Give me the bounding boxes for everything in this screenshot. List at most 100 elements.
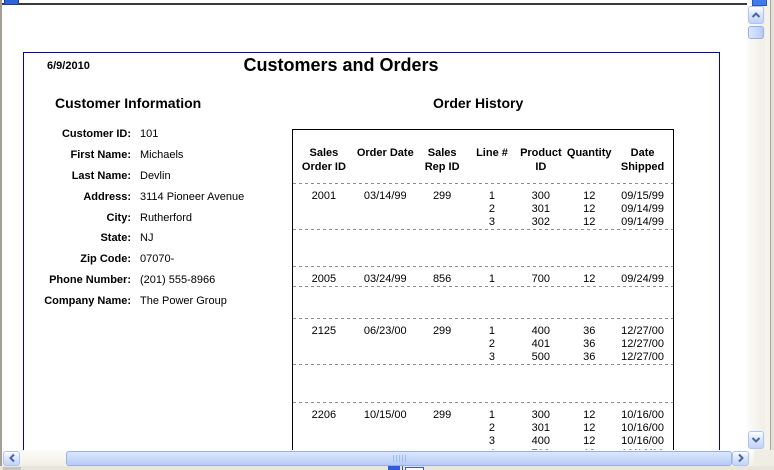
date-shipped-cell: 10/16/00: [612, 448, 673, 450]
scroll-left-button[interactable]: [3, 450, 20, 466]
sales-order-id-cell: [293, 422, 355, 435]
customer-field-row: Company Name: The Power Group: [21, 294, 291, 315]
customer-field-row: Last Name: Devlin: [21, 169, 291, 190]
order-date-cell: [355, 338, 416, 351]
horizontal-scrollbar[interactable]: [2, 450, 754, 466]
sales-order-id-cell: [293, 338, 355, 351]
vertical-scroll-track[interactable]: [747, 41, 765, 431]
quantity-cell: 12: [583, 409, 596, 421]
date-shipped-cell: 09/14/99: [621, 203, 664, 215]
toolbar-button-fragment[interactable]: [4, 0, 19, 5]
group-separator-dashed-line: [293, 402, 673, 403]
column-header-order-date: Order Date: [356, 147, 414, 159]
lower-button-fragment[interactable]: [388, 466, 400, 470]
customer-field-row: Phone Number: (201) 555-8966: [21, 273, 291, 294]
date-shipped-cell: 10/16/00: [621, 422, 664, 434]
line-number-cell: 2: [488, 203, 496, 215]
field-label: First Name:: [70, 148, 131, 161]
scroll-down-button[interactable]: [748, 431, 764, 449]
order-line-row: 2 401 36 12/27/00: [293, 338, 673, 351]
lower-window-strip: [0, 466, 774, 470]
date-shipped-cell: 09/14/99: [621, 216, 664, 228]
date-shipped-cell: 12/27/00: [621, 351, 664, 363]
order-line-row: 2206 10/15/00 299 1 300 12 10/16/00: [293, 409, 673, 422]
sales-rep-id-cell: [416, 216, 469, 229]
sales-rep-id-cell: 299: [432, 325, 452, 337]
customer-information-panel: Customer ID: 101 First Name: Michaels La…: [21, 127, 291, 315]
chevron-down-icon: [751, 437, 761, 443]
field-value: 07070-: [140, 253, 175, 266]
chevron-left-icon: [8, 453, 15, 463]
sales-order-id-cell: [293, 435, 355, 448]
lower-button-fragment[interactable]: [405, 467, 424, 470]
horizontal-scroll-track[interactable]: [20, 450, 66, 466]
sales-rep-id-cell: [416, 351, 469, 364]
sales-rep-id-cell: [416, 203, 469, 216]
quantity-cell: 12: [583, 216, 596, 228]
vertical-scrollbar[interactable]: [747, 0, 765, 450]
column-header-sales-rep-id: Sales Rep ID: [424, 147, 460, 173]
group-separator-dashed-line: [293, 266, 673, 267]
field-label: Last Name:: [71, 169, 131, 182]
column-header-product-id: Product ID: [520, 147, 562, 173]
quantity-cell: 12: [583, 273, 596, 285]
date-shipped-cell: 12/27/00: [621, 325, 664, 337]
quantity-cell: 12: [583, 435, 596, 447]
product-id-cell: 700: [531, 273, 551, 285]
order-line-row: 2001 03/14/99 299 1 300 12 09/15/99: [293, 190, 673, 203]
sales-order-id-cell: [293, 203, 355, 216]
field-label: Company Name:: [44, 295, 131, 308]
horizontal-scroll-thumb[interactable]: [66, 450, 732, 466]
line-number-cell: 1: [488, 409, 496, 421]
scroll-up-button[interactable]: [748, 6, 764, 24]
order-date-cell: [355, 203, 416, 216]
toolbar-bottom-strip: [0, 0, 774, 5]
field-label: City:: [106, 211, 131, 224]
order-line-row: 3 400 12 10/16/00: [293, 435, 673, 448]
field-value: 101: [140, 128, 159, 140]
product-id-cell: 302: [531, 216, 551, 228]
sales-rep-id-cell: 299: [432, 190, 452, 202]
product-id-cell: 500: [531, 351, 551, 363]
product-id-cell: 300: [531, 190, 551, 202]
report-page-border: [23, 52, 720, 451]
lower-divider-fragment: [402, 466, 403, 470]
window-left-border: [0, 0, 2, 470]
line-number-cell: 3: [488, 351, 496, 363]
product-id-cell: 301: [531, 422, 551, 434]
sales-rep-id-cell: 299: [432, 409, 452, 421]
group-separator-dashed-line: [293, 183, 673, 184]
order-history-heading: Order History: [433, 95, 524, 111]
field-value: Rutherford: [140, 211, 192, 224]
vertical-scroll-thumb[interactable]: [748, 26, 764, 39]
line-number-cell: 2: [488, 338, 496, 350]
quantity-cell: 12: [583, 190, 596, 202]
order-date-cell: [355, 435, 416, 448]
lower-window-fragment: [3, 467, 21, 470]
sales-rep-id-cell: [416, 435, 469, 448]
sales-order-id-cell: [293, 216, 355, 229]
toolbar-button-fragment[interactable]: [752, 0, 767, 6]
sales-order-id-cell: 2001: [311, 190, 337, 202]
sales-rep-id-cell: 856: [432, 273, 452, 285]
order-date-cell: 03/14/99: [363, 190, 407, 202]
field-value: (201) 555-8966: [140, 274, 216, 287]
quantity-cell: 12: [566, 448, 612, 450]
order-date-cell: 06/23/00: [363, 325, 407, 337]
customer-field-row: State: NJ: [21, 231, 291, 252]
line-number-cell: 1: [488, 273, 496, 285]
field-label: Zip Code:: [80, 253, 131, 266]
quantity-cell: 12: [583, 422, 596, 434]
sales-rep-id-cell: [416, 338, 469, 351]
scroll-right-button[interactable]: [732, 450, 749, 466]
order-line-row: 3 500 36 12/27/00: [293, 351, 673, 364]
product-id-cell: 301: [531, 203, 551, 215]
sales-order-id-cell: 2125: [311, 325, 337, 337]
order-line-row: 2005 03/24/99 856 1 700 12 09/24/99: [293, 273, 673, 286]
order-table-header: Sales Order ID Order Date Sales Rep ID Lin…: [293, 146, 673, 174]
quantity-cell: 36: [583, 325, 596, 337]
group-separator-dashed-line: [293, 229, 673, 230]
line-number-cell: 1: [488, 190, 496, 202]
line-number-cell: 1: [488, 325, 496, 337]
scroll-thumb-grip: [392, 454, 406, 462]
